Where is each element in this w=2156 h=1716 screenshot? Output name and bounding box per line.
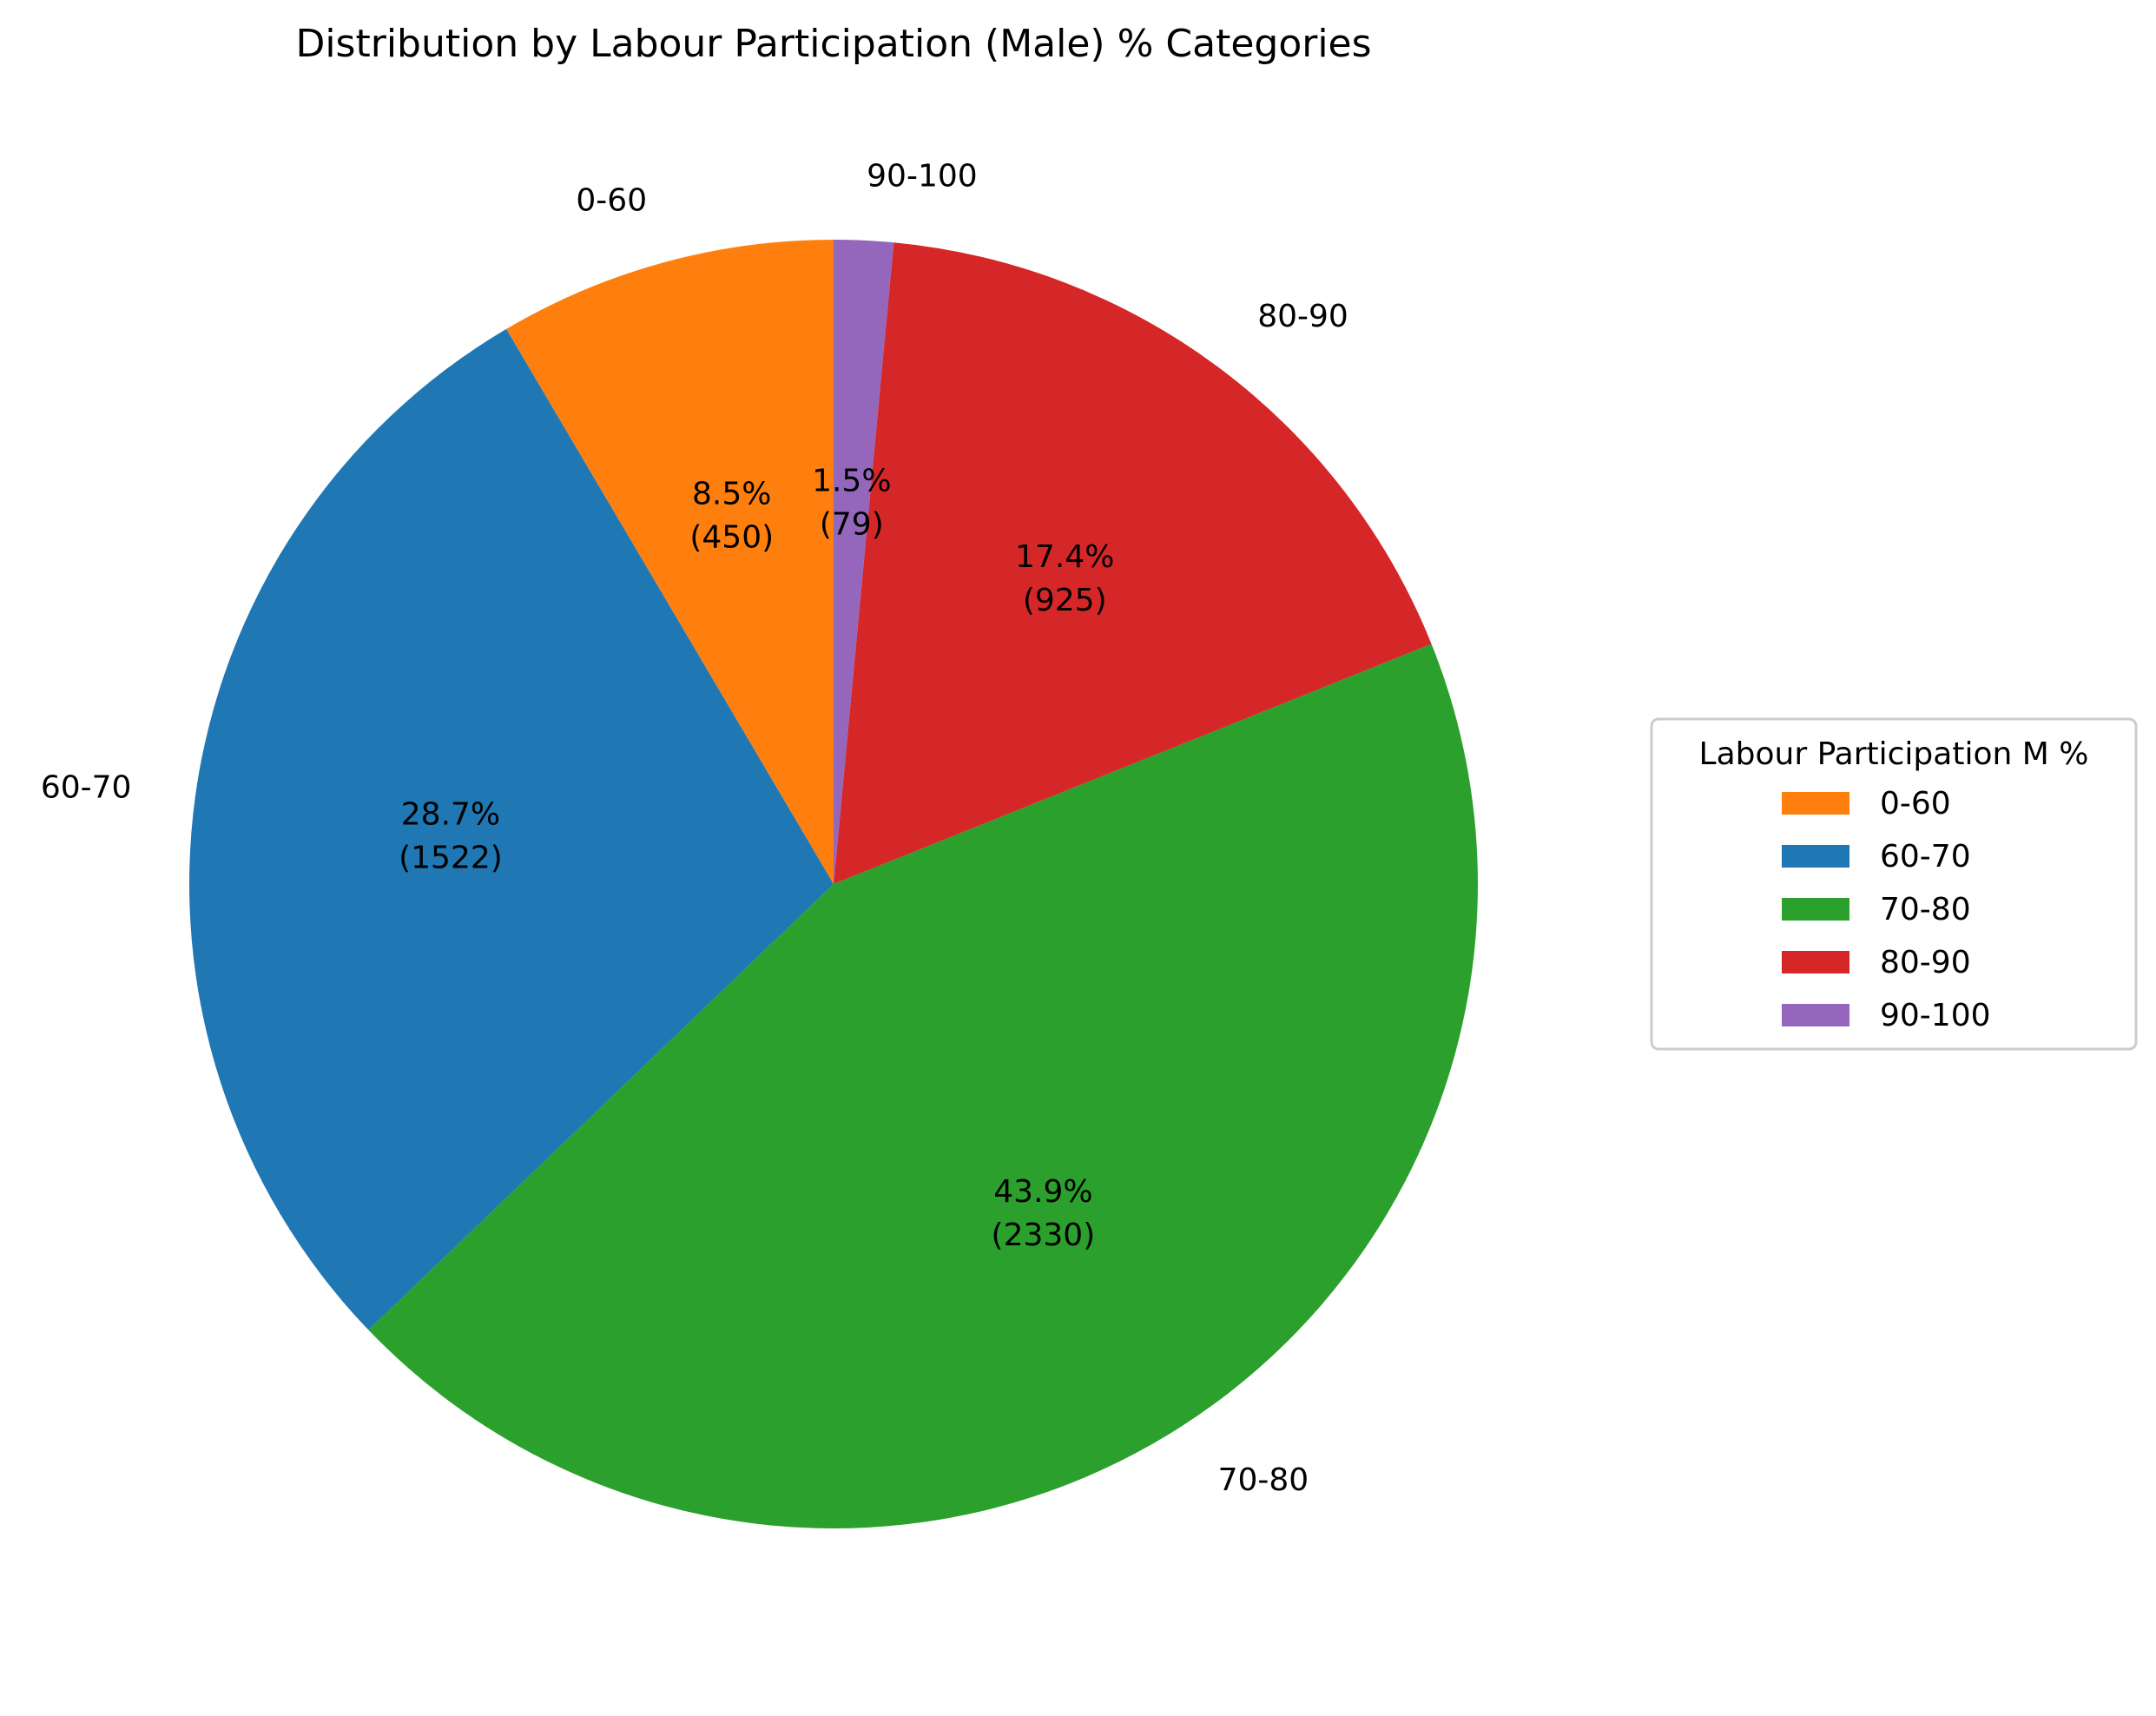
slice-percent-90-100: 1.5% <box>812 463 891 498</box>
slice-percent-80-90: 17.4% <box>1015 539 1114 575</box>
legend-title: Labour Participation M % <box>1699 736 2089 772</box>
pie-slice-70-80 <box>368 644 1478 1528</box>
legend-frame <box>1650 717 2138 1051</box>
legend-label-80-90: 80-90 <box>1880 945 1971 980</box>
slice-label-60-70: 60-70 <box>41 770 132 806</box>
slice-count-80-90: (925) <box>1023 583 1107 618</box>
slice-percent-0-60: 8.5% <box>692 477 771 512</box>
legend-swatch-70-80 <box>1782 898 1849 921</box>
slice-label-90-100: 90-100 <box>867 159 978 195</box>
legend-label-60-70: 60-70 <box>1880 839 1971 874</box>
legend-label-90-100: 90-100 <box>1880 998 1991 1033</box>
slice-label-80-90: 80-90 <box>1257 299 1348 334</box>
pie-slice-80-90 <box>834 242 1432 885</box>
slice-count-60-70: (1522) <box>399 840 503 875</box>
chart-title: Distribution by Labour Participation (Ma… <box>295 22 1371 66</box>
pie-slice-90-100 <box>834 240 894 884</box>
legend-items: 0-60 60-70 70-80 80-90 90-100 <box>1782 786 1991 1033</box>
slice-outer-labels: 0-60 60-70 70-80 80-90 90-100 <box>41 159 1348 1498</box>
slice-inner-labels: 8.5% (450) 28.7% (1522) 43.9% (2330) 17.4% (925… <box>399 463 1114 1253</box>
legend-swatch-80-90 <box>1782 951 1849 974</box>
slice-percent-60-70: 28.7% <box>401 796 500 832</box>
legend-label-0-60: 0-60 <box>1880 786 1951 822</box>
slice-label-70-80: 70-80 <box>1218 1462 1309 1498</box>
pie-slice-60-70 <box>188 328 834 1330</box>
legend: Labour Participation M % 0-60 60-70 70-80 8… <box>1650 717 2138 1051</box>
slice-count-90-100: (79) <box>820 506 884 542</box>
slice-label-0-60: 0-60 <box>576 183 647 219</box>
legend-swatch-90-100 <box>1782 1004 1849 1026</box>
legend-swatch-60-70 <box>1782 845 1849 868</box>
slice-percent-70-80: 43.9% <box>993 1174 1092 1210</box>
legend-label-70-80: 70-80 <box>1880 892 1971 927</box>
pie-slice-0-60 <box>506 240 834 884</box>
slice-count-70-80: (2330) <box>992 1218 1096 1253</box>
slice-count-0-60: (450) <box>689 520 774 556</box>
pie-slices <box>188 240 1478 1528</box>
legend-swatch-0-60 <box>1782 792 1849 815</box>
